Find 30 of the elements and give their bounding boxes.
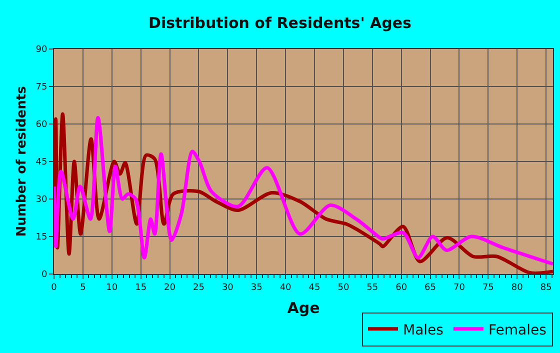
y-tick-label: 75 bbox=[36, 82, 48, 93]
y-tick-label: 0 bbox=[41, 270, 48, 280]
x-tick-label: 45 bbox=[308, 282, 320, 293]
x-tick-label: 35 bbox=[250, 282, 262, 293]
y-axis-title: Number of residents bbox=[14, 86, 30, 237]
chart-title: Distribution of Residents' Ages bbox=[148, 14, 412, 32]
x-tick-label: 40 bbox=[280, 282, 292, 293]
x-tick-label: 10 bbox=[106, 282, 118, 293]
x-tick-label: 80 bbox=[511, 282, 524, 293]
x-tick-label: 0 bbox=[51, 282, 58, 293]
x-axis-title: Age bbox=[287, 298, 320, 317]
x-tick-label: 70 bbox=[453, 282, 466, 293]
y-tick-label: 90 bbox=[36, 45, 48, 56]
x-tick-label: 20 bbox=[164, 282, 176, 293]
x-tick-label: 60 bbox=[396, 282, 408, 293]
y-tick-label: 45 bbox=[36, 158, 48, 168]
legend-label: Females bbox=[488, 322, 546, 338]
legend-label: Males bbox=[403, 322, 444, 338]
x-tick-label: 5 bbox=[80, 282, 86, 293]
y-tick-label: 30 bbox=[36, 195, 48, 206]
x-tick-label: 65 bbox=[424, 282, 436, 293]
x-tick-label: 55 bbox=[366, 282, 378, 293]
x-tick-label: 75 bbox=[482, 282, 494, 293]
x-tick-label: 25 bbox=[192, 282, 204, 293]
y-tick-label: 15 bbox=[36, 232, 48, 243]
x-tick-label: 30 bbox=[222, 282, 234, 293]
x-tick-label: 15 bbox=[135, 282, 147, 293]
x-tick-label: 50 bbox=[338, 282, 350, 293]
y-tick-label: 60 bbox=[36, 120, 48, 130]
x-tick-label: 85 bbox=[540, 282, 552, 293]
